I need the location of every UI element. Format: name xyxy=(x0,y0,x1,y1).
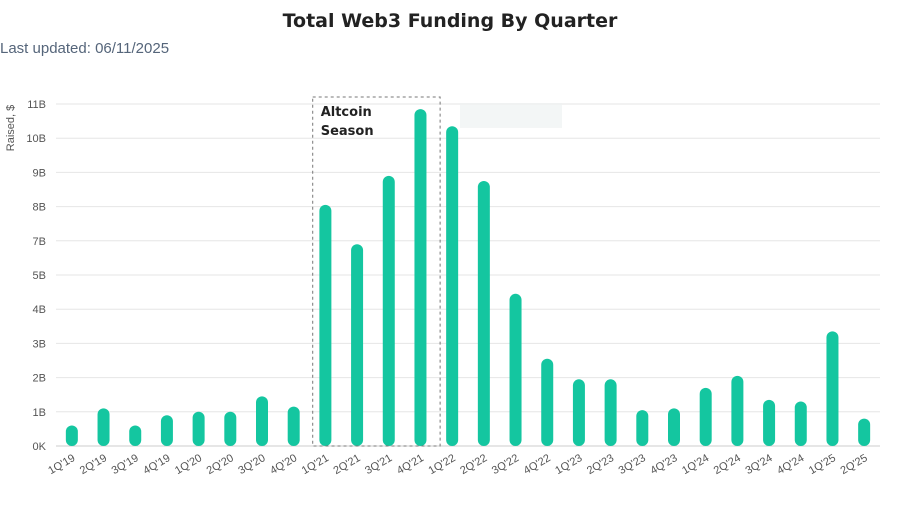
y-tick-label: 0K xyxy=(33,441,47,453)
bar xyxy=(319,204,332,446)
bar xyxy=(129,425,142,446)
highlight-shade xyxy=(460,103,562,128)
annotation-label-line1: Altcoin xyxy=(321,105,372,120)
y-tick-label: 10B xyxy=(26,133,46,145)
x-tick-label: 2Q'19 xyxy=(78,452,109,477)
y-tick-label: 2B xyxy=(33,373,46,385)
y-axis-label: Raised, $ xyxy=(5,105,17,151)
x-tick-label: 1Q'22 xyxy=(427,452,458,477)
x-tick-label: 1Q'21 xyxy=(300,452,331,477)
y-tick-label: 1B xyxy=(33,407,46,419)
bar xyxy=(256,396,268,446)
bar xyxy=(192,411,205,446)
y-tick-label: 3B xyxy=(33,338,46,350)
x-tick-label: 1Q'19 xyxy=(46,452,77,477)
x-tick-label: 4Q'22 xyxy=(522,452,553,477)
y-tick-label: 9B xyxy=(33,167,46,179)
chart-title: Total Web3 Funding By Quarter xyxy=(282,10,618,32)
bars xyxy=(65,109,871,446)
bar xyxy=(287,406,300,446)
x-tick-label: 2Q'24 xyxy=(712,452,743,477)
bar xyxy=(446,126,459,446)
x-tick-label: 2Q'20 xyxy=(205,452,236,477)
x-tick-label: 1Q'20 xyxy=(173,452,204,477)
x-tick-label: 2Q'25 xyxy=(839,452,870,477)
x-axis-ticks: 1Q'19 2Q'19 3Q'19 4Q'19 1Q'20 2Q'20 3Q'20 4Q'20… xyxy=(46,452,869,477)
shade-rect xyxy=(460,103,562,128)
altcoin-season-annotation: Altcoin Season xyxy=(312,96,441,447)
bar xyxy=(826,331,839,446)
bar xyxy=(414,109,427,446)
x-tick-label: 2Q'22 xyxy=(458,452,489,477)
bar xyxy=(65,425,78,446)
x-tick-label: 3Q'22 xyxy=(490,452,521,477)
bar xyxy=(351,244,364,446)
chart-subtitle: Last updated: 06/11/2025 xyxy=(0,40,170,57)
bar xyxy=(541,358,554,446)
x-tick-label: 4Q'21 xyxy=(395,452,426,477)
bar xyxy=(97,408,110,446)
x-tick-label: 2Q'23 xyxy=(585,452,616,477)
x-tick-label: 3Q'24 xyxy=(743,452,774,477)
x-tick-label: 2Q'21 xyxy=(331,452,362,477)
bar xyxy=(160,415,173,446)
x-tick-label: 3Q'19 xyxy=(110,452,141,477)
y-axis-ticks: 0K 1B 2B 3B 4B 5B 7B 8B 9B 10B 11B xyxy=(26,99,46,453)
x-tick-label: 4Q'20 xyxy=(268,452,299,477)
x-tick-label: 1Q'23 xyxy=(553,452,584,477)
y-tick-label: 11B xyxy=(27,99,46,111)
bar xyxy=(731,375,744,446)
bar xyxy=(382,175,395,446)
y-tick-label: 4B xyxy=(33,304,46,316)
bar xyxy=(604,379,617,446)
x-tick-label: 3Q'20 xyxy=(236,452,267,477)
y-tick-label: 8B xyxy=(33,202,46,214)
annotation-label-line2: Season xyxy=(321,124,374,139)
bar xyxy=(572,379,585,446)
bar xyxy=(699,387,712,446)
x-tick-label: 4Q'19 xyxy=(141,452,172,477)
x-tick-label: 1Q'24 xyxy=(680,452,711,477)
annotation-box xyxy=(312,96,441,447)
bar xyxy=(509,293,522,446)
bar xyxy=(668,408,680,446)
grid-lines xyxy=(56,103,880,447)
bar xyxy=(224,411,237,446)
bar xyxy=(794,401,807,446)
bar xyxy=(763,399,776,446)
x-tick-label: 4Q'24 xyxy=(775,452,806,477)
x-tick-label: 4Q'23 xyxy=(648,452,679,477)
y-tick-label: 5B xyxy=(33,270,46,282)
bar xyxy=(477,180,490,446)
x-tick-label: 1Q'25 xyxy=(807,452,838,477)
y-tick-label: 7B xyxy=(33,236,46,248)
x-tick-label: 3Q'21 xyxy=(363,452,394,477)
x-tick-label: 3Q'23 xyxy=(617,452,648,477)
bar xyxy=(858,418,871,446)
bar xyxy=(636,410,649,446)
